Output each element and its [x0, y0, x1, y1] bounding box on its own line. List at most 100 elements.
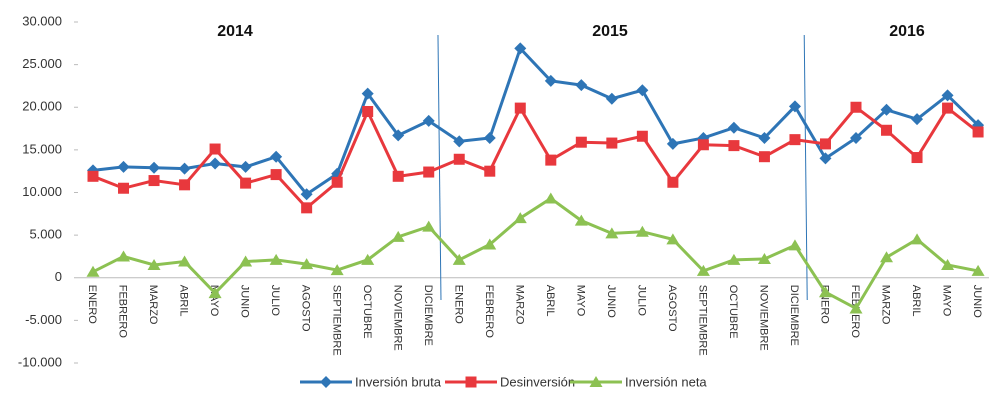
point [575, 79, 588, 92]
x-tick-label: DICIEMBRE [422, 285, 434, 346]
point [239, 160, 252, 173]
x-tick-label: MARZO [513, 285, 525, 325]
point [239, 255, 253, 267]
x-tick-label: MARZO [880, 285, 892, 325]
x-tick-label: NOVIEMBRE [758, 285, 770, 351]
x-tick-label: JULIO [269, 285, 281, 317]
point [728, 140, 740, 152]
x-tick-label: ABRIL [544, 285, 556, 317]
x-tick-label: SEPTIEMBRE [330, 285, 342, 356]
x-tick-label: SEPTIEMBRE [696, 285, 708, 356]
y-tick-label: 10.000 [22, 184, 62, 199]
legend-label: Desinversión [500, 374, 575, 389]
point [635, 225, 649, 237]
point [147, 258, 161, 270]
point [269, 253, 283, 265]
x-tick-label: OCTUBRE [727, 285, 739, 339]
point [605, 227, 619, 239]
point [484, 165, 496, 177]
point [361, 253, 375, 265]
x-tick-label: JULIO [635, 285, 647, 317]
point [423, 166, 435, 178]
point [910, 233, 924, 245]
point [880, 103, 893, 116]
point [361, 87, 374, 100]
x-tick-label: MARZO [147, 285, 159, 325]
point [636, 84, 649, 97]
point [362, 106, 374, 118]
legend-marker [589, 376, 603, 387]
point [818, 286, 832, 298]
y-tick-label: -5.000 [25, 312, 62, 327]
point [941, 89, 954, 102]
y-tick-label: 5.000 [29, 227, 62, 242]
point [118, 182, 130, 194]
point [850, 131, 862, 144]
point [666, 137, 679, 150]
year-separator [803, 34, 808, 301]
point [209, 143, 221, 155]
x-tick-label: DICIEMBRE [788, 285, 800, 346]
y-tick-label: -10.000 [18, 354, 62, 369]
point [667, 176, 679, 188]
point [942, 102, 954, 114]
x-tick-label: JUNIO [239, 285, 251, 318]
point [514, 102, 526, 114]
point [849, 302, 863, 314]
point [605, 92, 618, 105]
x-tick-label: OCTUBRE [361, 285, 373, 339]
legend-marker [465, 376, 477, 388]
point [850, 101, 862, 113]
point [514, 42, 527, 55]
point [819, 138, 831, 150]
point [392, 170, 404, 182]
point [911, 113, 924, 126]
point [391, 230, 405, 242]
x-tick-label: FEBRERO [117, 285, 129, 339]
point [209, 157, 222, 170]
point [513, 212, 527, 224]
year-label: 2015 [592, 23, 628, 40]
point [880, 251, 894, 263]
point [208, 287, 222, 299]
y-tick-label: 0 [55, 269, 62, 284]
point [545, 154, 557, 166]
point [300, 258, 314, 270]
point [392, 129, 405, 142]
point [971, 264, 985, 276]
y-tick-label: 15.000 [22, 141, 62, 156]
point [270, 169, 282, 181]
point [757, 252, 771, 264]
point [544, 74, 557, 87]
point [300, 188, 313, 201]
x-tick-label: ABRIL [910, 285, 922, 317]
y-tick-label: 30.000 [22, 13, 62, 28]
point [911, 152, 923, 164]
point [575, 136, 587, 148]
point [881, 124, 893, 136]
x-tick-label: MAYO [574, 285, 586, 317]
x-tick-label: AGOSTO [300, 285, 312, 332]
point [178, 162, 191, 175]
x-tick-label: AGOSTO [666, 285, 678, 332]
point [422, 220, 436, 232]
point [972, 126, 984, 138]
x-tick-label: ENERO [452, 285, 464, 325]
point [148, 161, 161, 174]
point [483, 238, 497, 250]
x-tick-label: JUNIO [605, 285, 617, 318]
x-tick-label: NOVIEMBRE [391, 285, 403, 351]
point [788, 100, 801, 113]
point [758, 151, 770, 163]
point [453, 153, 465, 165]
x-tick-label: FEBRERO [483, 285, 495, 339]
point [941, 258, 955, 270]
point [697, 139, 709, 151]
legend-label: Inversión bruta [355, 374, 442, 389]
point [452, 253, 466, 265]
x-tick-label: MAYO [941, 285, 953, 317]
point [666, 233, 680, 245]
point [788, 239, 802, 251]
point [789, 134, 801, 146]
